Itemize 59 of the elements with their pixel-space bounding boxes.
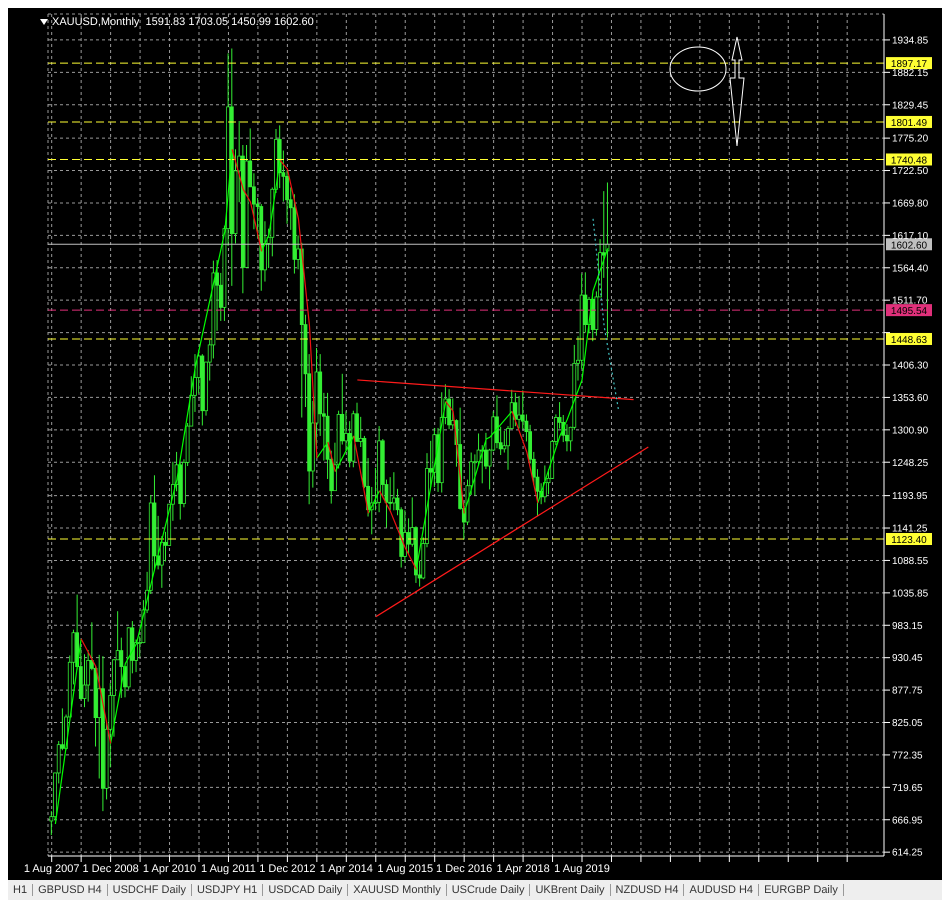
x-tick-label: 1 Dec 2008 [82, 862, 139, 875]
x-tick-label: 1 Apr 2018 [496, 862, 550, 875]
y-tick-label: 1193.95 [892, 491, 928, 502]
ref-line-label: 1801.49 [890, 118, 928, 129]
x-tick-label: 1 Dec 2012 [259, 862, 316, 875]
y-tick-label: 1035.85 [892, 588, 929, 600]
x-tick-label: 1 Apr 2010 [142, 862, 196, 875]
ref-line-label: 1602.60 [890, 240, 928, 252]
text: GBPUSD H4 [33, 884, 108, 896]
y-tick-label: 1248.25 [892, 458, 929, 469]
y-tick-label: 1088.55 [892, 556, 929, 567]
y-tick-label: 772.35 [892, 750, 924, 762]
y-tick-label: 1564.40 [892, 263, 929, 274]
ref-line-label: 1740.48 [890, 155, 928, 166]
y-tick-label: 825.05 [892, 718, 924, 730]
y-tick-label: 983.15 [892, 620, 924, 632]
x-tick-label: 1 Dec 2016 [436, 862, 492, 875]
candlestick [513, 392, 518, 427]
candlestick [517, 395, 521, 430]
candlestick [82, 654, 86, 708]
text: USDCAD Daily [263, 884, 348, 896]
y-tick-label: 1141.25 [892, 524, 928, 535]
x-tick-label: 1 Aug 2015 [377, 862, 434, 875]
y-tick-label: 614.25 [892, 848, 924, 859]
chart-title: XAUUSD,Monthly 1591.83 1703.05 1450.99 1602.60 [52, 16, 314, 28]
y-tick-label: 1406.30 [892, 360, 929, 372]
y-tick-label: 1829.45 [892, 100, 929, 112]
y-tick-label: 1300.90 [892, 425, 929, 436]
ref-line-label: 1495.54 [890, 306, 928, 318]
text: USDJPY H1 [192, 884, 264, 896]
text: AUDUSD H4 [684, 884, 760, 896]
text: USDCHF Daily [108, 884, 192, 896]
y-tick-label: 1722.50 [892, 166, 929, 178]
text: H1 [8, 884, 34, 896]
y-tick-label: 1511.70 [892, 296, 928, 307]
y-tick-label: 1353.60 [892, 392, 929, 404]
ref-line-label: 1123.40 [891, 535, 928, 546]
x-tick-label: 1 Apr 2014 [320, 862, 373, 875]
y-tick-label: 877.75 [892, 686, 924, 697]
text: UKBrent Daily [530, 884, 611, 896]
y-tick-label: 1882.15 [892, 68, 929, 79]
text: NZDUSD H4 [610, 884, 684, 896]
x-tick-label: 1 Aug 2019 [554, 862, 610, 875]
y-tick-label: 666.95 [892, 815, 924, 826]
x-tick-label: 1 Aug 2011 [201, 862, 256, 875]
y-tick-label: 1669.80 [892, 198, 929, 210]
candlestick [392, 472, 396, 511]
y-tick-label: 1775.20 [892, 134, 929, 145]
ref-line-label: 1897.17 [890, 59, 928, 70]
x-tick-label: 1 Aug 2007 [24, 862, 80, 875]
y-tick-label: 930.45 [892, 653, 924, 664]
candlestick [406, 518, 410, 556]
candlestick [119, 637, 124, 698]
ref-line-label: 1448.63 [890, 334, 928, 346]
text: USCrude Daily [446, 884, 530, 896]
y-tick-label: 1934.85 [892, 35, 929, 46]
text: EURGBP Daily [759, 884, 844, 896]
text: XAUUSD Monthly [348, 884, 447, 896]
y-tick-label: 719.65 [892, 782, 924, 794]
